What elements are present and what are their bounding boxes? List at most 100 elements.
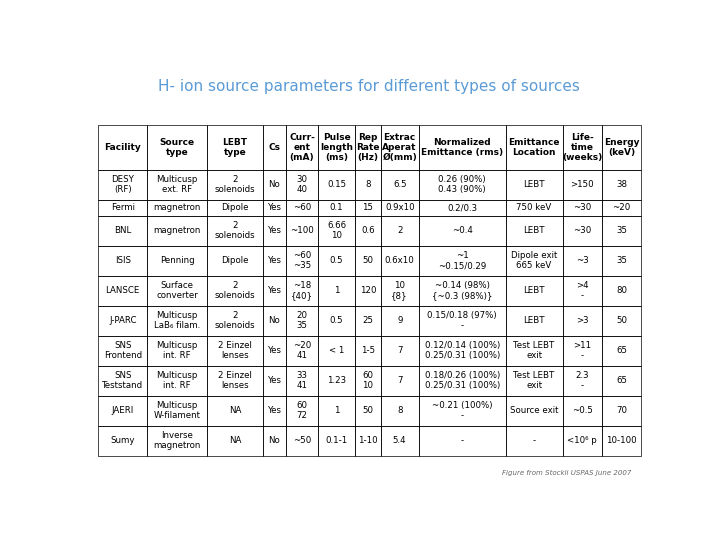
Bar bbox=[99, 336, 147, 366]
Bar bbox=[286, 336, 318, 366]
Text: 60
72: 60 72 bbox=[297, 401, 307, 420]
Bar bbox=[318, 170, 355, 200]
Text: 7: 7 bbox=[397, 376, 402, 385]
Bar bbox=[286, 200, 318, 216]
Text: ~0.4: ~0.4 bbox=[451, 226, 472, 235]
Bar bbox=[99, 276, 147, 306]
Bar bbox=[381, 170, 419, 200]
Text: Emittance
Location: Emittance Location bbox=[508, 138, 560, 157]
Text: 0.18/0.26 (100%)
0.25/0.31 (100%): 0.18/0.26 (100%) 0.25/0.31 (100%) bbox=[425, 371, 500, 390]
Bar bbox=[381, 216, 419, 246]
Text: Surface
converter: Surface converter bbox=[156, 281, 198, 300]
Bar bbox=[264, 336, 286, 366]
Bar bbox=[99, 216, 147, 246]
Bar bbox=[562, 306, 602, 336]
Bar bbox=[318, 426, 355, 456]
Text: 9: 9 bbox=[397, 316, 402, 325]
Text: Sumy: Sumy bbox=[111, 436, 135, 445]
Bar bbox=[355, 426, 381, 456]
Bar bbox=[318, 216, 355, 246]
Text: 0.6: 0.6 bbox=[361, 226, 374, 235]
Bar bbox=[286, 246, 318, 276]
Bar bbox=[355, 306, 381, 336]
Bar bbox=[318, 216, 355, 246]
Bar bbox=[355, 336, 381, 366]
Bar bbox=[381, 306, 419, 336]
Bar bbox=[419, 396, 505, 426]
Bar bbox=[505, 276, 562, 306]
Bar bbox=[355, 216, 381, 246]
Bar bbox=[147, 426, 207, 456]
Bar bbox=[355, 426, 381, 456]
Bar bbox=[562, 170, 602, 200]
Text: 2.3
-: 2.3 - bbox=[575, 371, 589, 390]
Text: 50: 50 bbox=[362, 256, 373, 265]
Bar bbox=[602, 306, 642, 336]
Bar bbox=[505, 396, 562, 426]
Bar bbox=[505, 396, 562, 426]
Bar bbox=[318, 246, 355, 276]
Text: magnetron: magnetron bbox=[153, 226, 201, 235]
Text: 2
solenoids: 2 solenoids bbox=[215, 281, 256, 300]
Text: 1-5: 1-5 bbox=[361, 346, 375, 355]
Bar bbox=[264, 216, 286, 246]
Text: >11
-: >11 - bbox=[573, 341, 591, 360]
Bar bbox=[562, 276, 602, 306]
Bar bbox=[264, 276, 286, 306]
Bar bbox=[264, 216, 286, 246]
Bar bbox=[147, 396, 207, 426]
Bar bbox=[419, 170, 505, 200]
Bar bbox=[505, 426, 562, 456]
Bar bbox=[602, 276, 642, 306]
Text: ~3: ~3 bbox=[576, 256, 589, 265]
Text: Yes: Yes bbox=[268, 376, 282, 385]
Text: Source exit: Source exit bbox=[510, 406, 558, 415]
Bar bbox=[505, 336, 562, 366]
Bar bbox=[286, 396, 318, 426]
Bar bbox=[381, 246, 419, 276]
Bar bbox=[355, 366, 381, 396]
Bar bbox=[562, 216, 602, 246]
Text: 0.6x10: 0.6x10 bbox=[384, 256, 415, 265]
Text: ~20: ~20 bbox=[613, 203, 631, 212]
Text: LEBT
type: LEBT type bbox=[222, 138, 248, 157]
Text: 30
40: 30 40 bbox=[297, 175, 307, 194]
Text: 35: 35 bbox=[616, 256, 627, 265]
Bar bbox=[602, 366, 642, 396]
Bar bbox=[207, 170, 264, 200]
Bar bbox=[99, 306, 147, 336]
Bar bbox=[562, 336, 602, 366]
Text: ~60
~35: ~60 ~35 bbox=[293, 251, 311, 271]
Bar bbox=[147, 336, 207, 366]
Bar bbox=[264, 276, 286, 306]
Text: ~18
{40}: ~18 {40} bbox=[291, 281, 313, 300]
Text: 120: 120 bbox=[359, 286, 376, 295]
Bar bbox=[381, 396, 419, 426]
Bar bbox=[318, 396, 355, 426]
Text: Yes: Yes bbox=[268, 203, 282, 212]
Text: Dipole: Dipole bbox=[221, 256, 249, 265]
Bar bbox=[99, 276, 147, 306]
Bar bbox=[264, 336, 286, 366]
Text: 0.1-1: 0.1-1 bbox=[325, 436, 348, 445]
Bar bbox=[505, 276, 562, 306]
Bar bbox=[147, 276, 207, 306]
Bar bbox=[99, 426, 147, 456]
Bar bbox=[355, 200, 381, 216]
Text: 0.1: 0.1 bbox=[330, 203, 343, 212]
Bar bbox=[562, 276, 602, 306]
Bar bbox=[264, 246, 286, 276]
Text: JAERI: JAERI bbox=[112, 406, 134, 415]
Bar bbox=[264, 125, 286, 170]
Text: 0.12/0.14 (100%)
0.25/0.31 (100%): 0.12/0.14 (100%) 0.25/0.31 (100%) bbox=[425, 341, 500, 360]
Bar bbox=[207, 246, 264, 276]
Bar bbox=[99, 246, 147, 276]
Bar bbox=[99, 366, 147, 396]
Bar bbox=[381, 276, 419, 306]
Bar bbox=[99, 246, 147, 276]
Text: ~20
41: ~20 41 bbox=[293, 341, 311, 360]
Text: Yes: Yes bbox=[268, 346, 282, 355]
Bar bbox=[147, 200, 207, 216]
Text: Extrac
Aperat
Ø(mm): Extrac Aperat Ø(mm) bbox=[382, 133, 417, 162]
Bar bbox=[381, 170, 419, 200]
